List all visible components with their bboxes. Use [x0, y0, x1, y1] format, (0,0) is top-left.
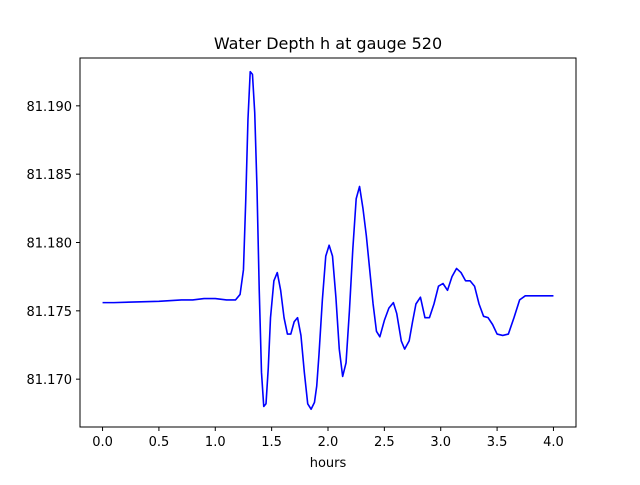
series-line-0 [102, 70, 554, 411]
x-tick-label: 3.0 [430, 435, 451, 450]
x-tick-label: 0.0 [92, 435, 113, 450]
y-axis-ticks: 81.170 81.175 81.180 81.185 81.190 [27, 100, 80, 388]
chart-title: Water Depth h at gauge 520 [214, 34, 442, 53]
x-axis-label: hours [310, 456, 347, 471]
x-tick-label: 0.5 [149, 435, 170, 450]
x-tick-label: 1.5 [261, 435, 282, 450]
x-tick-label: 2.5 [374, 435, 395, 450]
y-tick-label: 81.190 [27, 100, 73, 115]
x-axis-ticks: 0.0 0.5 1.0 1.5 2.0 2.5 3.0 3.5 4.0 [92, 427, 564, 450]
x-tick-label: 1.0 [205, 435, 226, 450]
x-tick-label: 4.0 [543, 435, 564, 450]
y-tick-label: 81.180 [27, 237, 73, 252]
y-tick-label: 81.170 [27, 373, 73, 388]
y-tick-label: 81.185 [27, 168, 73, 183]
x-tick-label: 2.0 [318, 435, 339, 450]
x-tick-label: 3.5 [487, 435, 508, 450]
y-tick-label: 81.175 [27, 305, 73, 320]
